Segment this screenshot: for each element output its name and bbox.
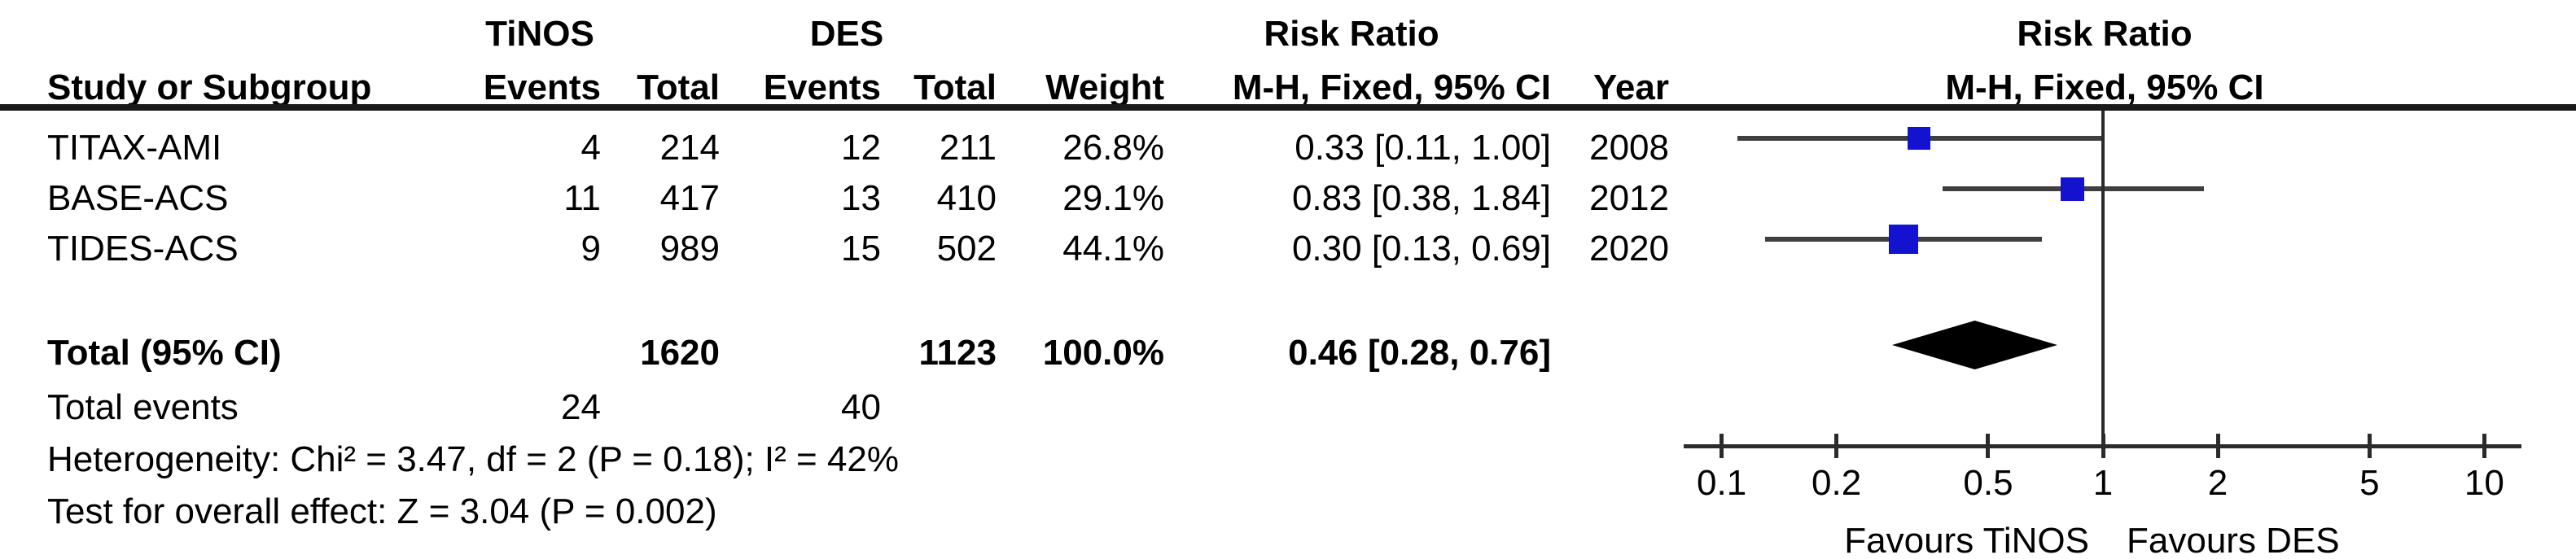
axis-tick-label: 0.2 <box>1812 463 1862 503</box>
favours-left-label: Favours TiNOS <box>1844 521 2089 559</box>
axis-tick-label: 0.1 <box>1697 463 1747 503</box>
study-name: TIDES-ACS <box>47 229 239 269</box>
group1-total-value: 989 <box>659 229 720 269</box>
group2-events-value: 12 <box>841 128 881 168</box>
group1-events-value: 9 <box>580 229 601 269</box>
axis-tick-label: 0.5 <box>1963 463 2013 503</box>
group2-events-header: Events <box>763 68 881 107</box>
favours-right-label: Favours DES <box>2127 521 2340 559</box>
group1-events-header: Events <box>483 68 601 107</box>
ci-plot-header: M-H, Fixed, 95% CI <box>1945 68 2264 107</box>
ci-estimate-value: 0.83 [0.38, 1.84] <box>1291 178 1551 218</box>
weight-column-header: Weight <box>1045 68 1164 107</box>
total-group1-n: 1620 <box>640 333 720 373</box>
ci-estimate-value: 0.33 [0.11, 1.00] <box>1295 128 1551 168</box>
axis-tick-label: 5 <box>2359 463 2380 503</box>
total-ci-estimate: 0.46 [0.28, 0.76] <box>1288 333 1551 373</box>
summary-diamond-shape <box>1892 321 2058 369</box>
group1-header: TiNOS <box>485 14 594 54</box>
year-value: 2008 <box>1589 128 1669 168</box>
study-column-header: Study or Subgroup <box>47 68 372 107</box>
group1-events-value: 11 <box>563 178 601 218</box>
point-estimate-square <box>1908 127 1931 150</box>
total-weight: 100.0% <box>1042 333 1164 373</box>
overall-effect-text: Test for overall effect: Z = 3.04 (P = 0… <box>47 491 717 531</box>
year-value: 2012 <box>1589 178 1669 218</box>
group2-events-value: 13 <box>841 178 881 218</box>
weight-value: 29.1% <box>1062 178 1164 218</box>
group2-total-value: 211 <box>939 128 997 168</box>
year-value: 2020 <box>1589 229 1669 269</box>
group1-total-header: Total <box>637 68 720 107</box>
total-events-group1: 24 <box>561 387 601 427</box>
year-column-header: Year <box>1593 68 1669 107</box>
risk-ratio-column-header: Risk Ratio <box>1264 14 1439 54</box>
study-name: TITAX-AMI <box>47 128 222 168</box>
risk-ratio-plot-header: Risk Ratio <box>2017 14 2193 54</box>
group2-total-value: 410 <box>936 178 997 218</box>
axis-tick-label: 10 <box>2464 463 2504 503</box>
header-rule <box>0 104 2576 111</box>
total-events-group2: 40 <box>841 387 881 427</box>
group1-total-value: 417 <box>659 178 720 218</box>
total-events-label: Total events <box>47 387 239 427</box>
axis-tick-label: 2 <box>2207 463 2228 503</box>
group2-events-value: 15 <box>841 229 881 269</box>
study-name: BASE-ACS <box>47 178 229 218</box>
weight-value: 44.1% <box>1062 229 1164 269</box>
group1-total-value: 214 <box>659 128 720 168</box>
x-axis-line <box>1684 444 2521 448</box>
point-estimate-square <box>1889 225 1919 254</box>
group2-total-value: 502 <box>936 229 997 269</box>
weight-value: 26.8% <box>1062 128 1164 168</box>
summary-diamond <box>1892 321 2058 369</box>
heterogeneity-text: Heterogeneity: Chi² = 3.47, df = 2 (P = … <box>47 439 900 479</box>
point-estimate-square <box>2060 177 2084 201</box>
group2-header: DES <box>809 14 884 54</box>
ci-column-header: M-H, Fixed, 95% CI <box>1232 68 1551 107</box>
ci-estimate-value: 0.30 [0.13, 0.69] <box>1291 229 1551 269</box>
axis-tick-label: 1 <box>2092 463 2114 503</box>
group1-events-value: 4 <box>580 128 601 168</box>
null-effect-line <box>2101 111 2105 446</box>
total-group2-n: 1123 <box>918 333 997 373</box>
group2-total-header: Total <box>913 68 997 107</box>
total-row-label: Total (95% CI) <box>47 333 282 373</box>
